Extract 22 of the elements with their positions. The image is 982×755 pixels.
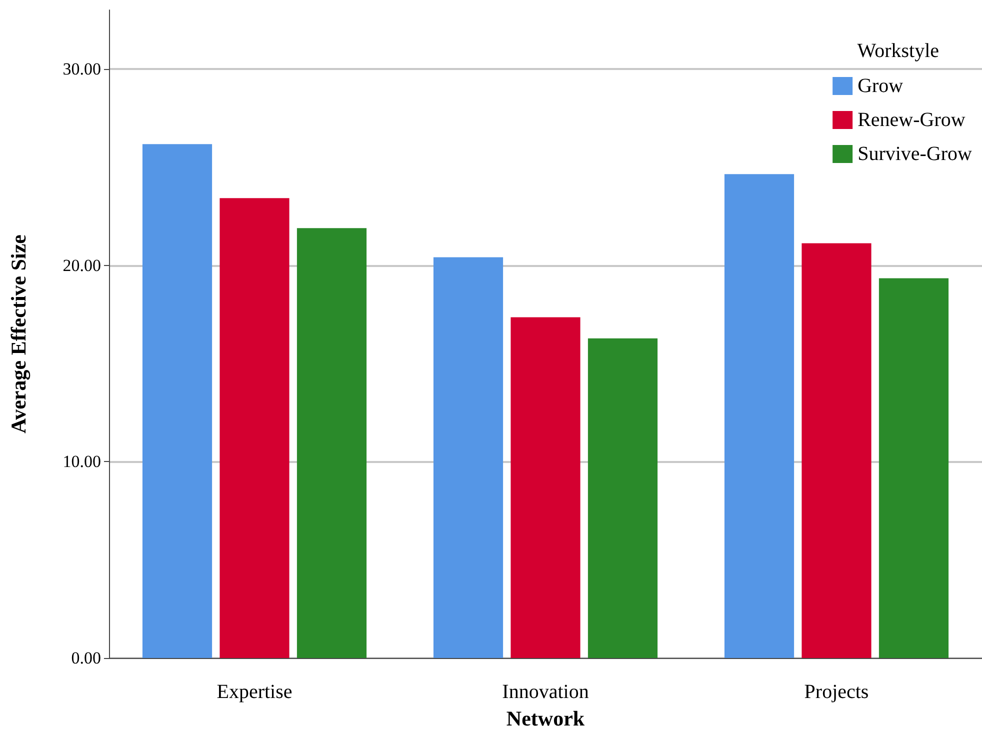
bar — [296, 228, 367, 658]
bar — [724, 174, 794, 658]
x-tick-label: Expertise — [216, 681, 292, 703]
legend-label: Grow — [858, 75, 904, 97]
y-tick-label: 20.00 — [62, 256, 101, 275]
legend-label: Renew-Grow — [858, 109, 966, 131]
bar — [142, 144, 212, 658]
x-tick-label: Projects — [804, 681, 869, 703]
bar — [878, 278, 949, 658]
y-tick-label: 0.00 — [71, 648, 101, 668]
x-tick-label: Innovation — [502, 681, 589, 703]
y-tick-label: 10.00 — [62, 452, 101, 472]
bar — [433, 257, 504, 658]
bar — [802, 243, 872, 658]
legend-title: Workstyle — [857, 40, 940, 62]
y-tick-label: 30.00 — [62, 59, 101, 78]
bar — [510, 317, 580, 658]
bar — [588, 338, 658, 658]
x-axis-title: Network — [506, 706, 585, 730]
y-axis-title: Average Effective Size — [6, 234, 30, 434]
legend-label: Survive-Grow — [858, 143, 973, 165]
bar — [220, 198, 290, 658]
